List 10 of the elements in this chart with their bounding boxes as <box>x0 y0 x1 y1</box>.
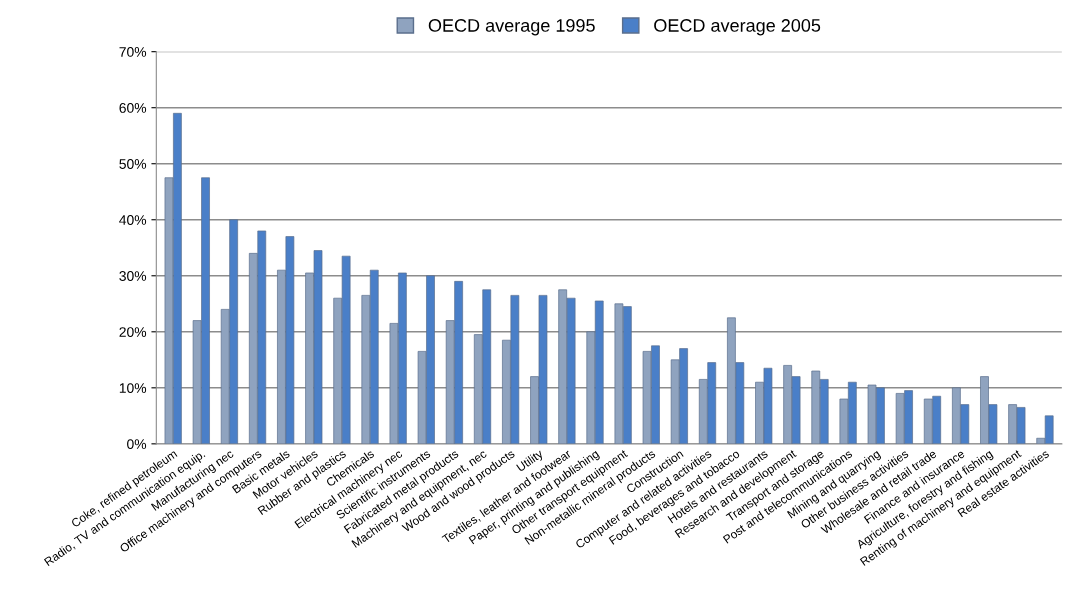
y-tick-label: 40% <box>119 215 147 225</box>
y-tick-label: 20% <box>119 327 147 337</box>
legend-label: OECD average 1995 <box>428 19 595 36</box>
y-tick-label: 0% <box>127 439 147 450</box>
y-tick-label: 10% <box>119 383 147 393</box>
y-tick-label: 70% <box>119 47 147 57</box>
y-tick-label: 50% <box>119 159 147 169</box>
y-tick-label: 60% <box>119 103 147 113</box>
y-tick-label: 30% <box>119 271 147 281</box>
legend-label: OECD average 2005 <box>654 19 821 36</box>
